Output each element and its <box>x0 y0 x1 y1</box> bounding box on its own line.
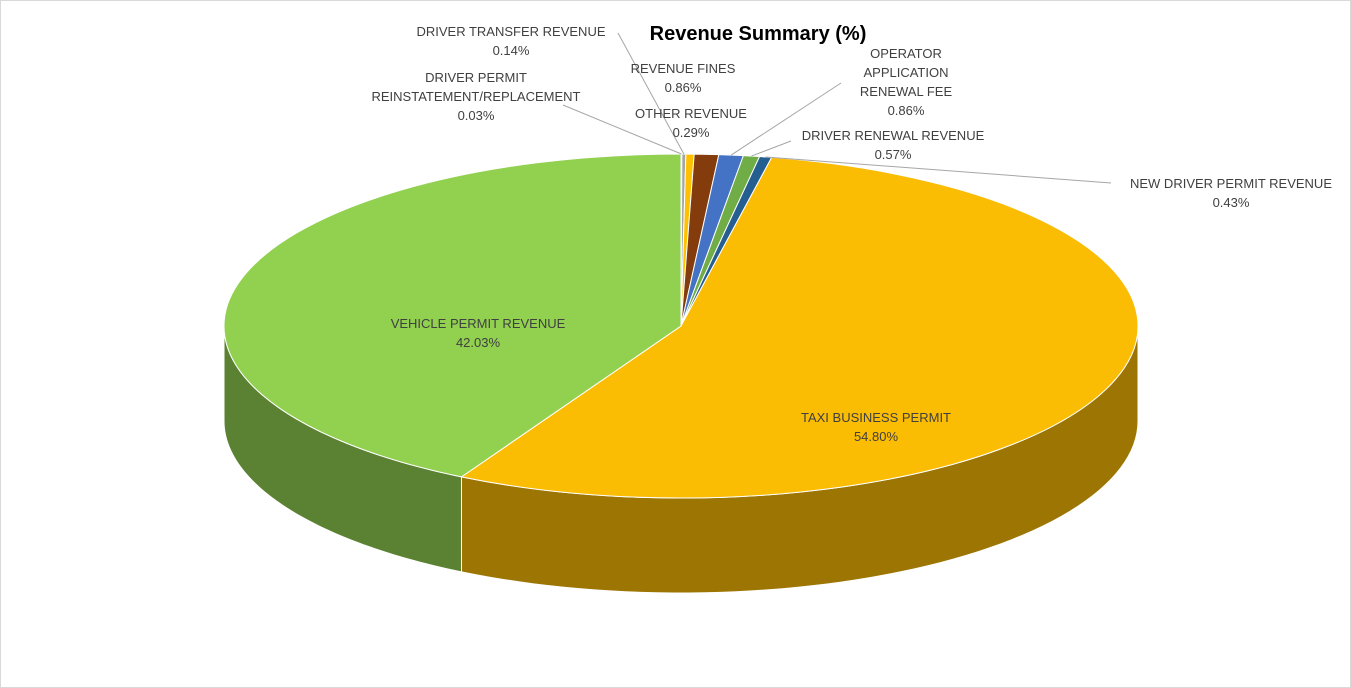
chart-title: Revenue Summary (%) <box>649 23 867 45</box>
data-label: TAXI BUSINESS PERMIT 54.80% <box>776 409 976 447</box>
leader-line <box>751 140 792 157</box>
data-label: DRIVER RENEWAL REVENUE 0.57% <box>778 127 1008 165</box>
data-label: REVENUE FINES 0.86% <box>603 60 763 98</box>
leader-line <box>562 104 682 155</box>
category-label: TAXI BUSINESS PERMIT <box>800 410 951 425</box>
data-label: OTHER REVENUE 0.29% <box>611 105 771 143</box>
category-label: DRIVER RENEWAL REVENUE <box>801 128 985 143</box>
value-label: 0.29% <box>672 124 710 140</box>
value-label: 54.80% <box>853 428 899 444</box>
value-label: 0.14% <box>492 42 530 58</box>
value-label: 0.43% <box>1212 194 1250 210</box>
leader-line <box>765 156 1112 184</box>
data-label: DRIVER PERMIT REINSTATEMENT/REPLACEMENT 0… <box>371 69 581 126</box>
category-label: VEHICLE PERMIT REVENUE <box>390 316 566 331</box>
value-label: 0.57% <box>874 146 912 162</box>
slice <box>223 153 682 478</box>
value-label: 0.03% <box>457 107 495 123</box>
data-label: OPERATOR APPLICATION RENEWAL FEE 0.86% <box>856 45 956 120</box>
leader-line <box>730 82 842 156</box>
category-label: DRIVER TRANSFER REVENUE <box>416 24 606 39</box>
leader-line <box>617 32 685 155</box>
slice <box>460 156 1139 499</box>
category-label: OTHER REVENUE <box>635 106 747 121</box>
data-label: VEHICLE PERMIT REVENUE 42.03% <box>378 315 578 353</box>
data-label: NEW DRIVER PERMIT REVENUE 0.43% <box>1111 175 1350 213</box>
data-label: DRIVER TRANSFER REVENUE 0.14% <box>396 23 626 61</box>
category-label: OPERATOR APPLICATION RENEWAL FEE <box>859 46 953 99</box>
value-label: 42.03% <box>455 334 501 350</box>
value-label: 0.86% <box>664 79 702 95</box>
category-label: NEW DRIVER PERMIT REVENUE <box>1129 176 1332 191</box>
category-label: REVENUE FINES <box>630 61 736 76</box>
value-label: 0.86% <box>887 102 925 118</box>
category-label: DRIVER PERMIT REINSTATEMENT/REPLACEMENT <box>371 70 581 104</box>
